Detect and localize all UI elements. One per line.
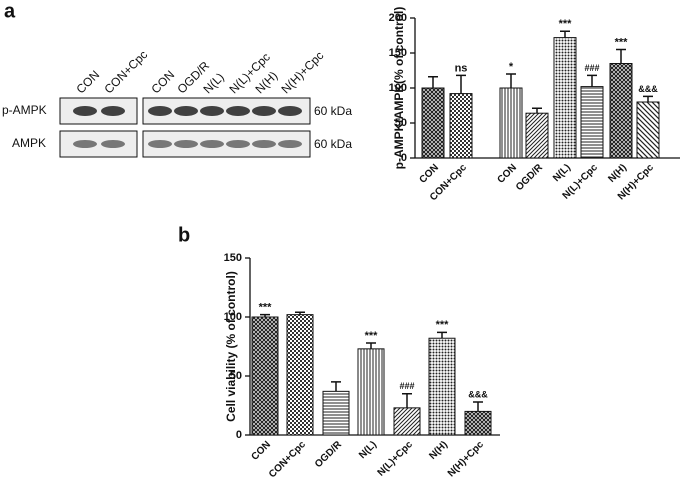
annotation: *** [259, 302, 273, 314]
error-bar [295, 311, 305, 315]
x-tick-label: CON+Cpc [267, 439, 308, 480]
blot-size: 60 kDa [314, 104, 352, 118]
lane-label: CON [148, 68, 177, 97]
error-bar [260, 313, 270, 317]
blot-band [73, 140, 97, 148]
lane-label: N(H)+Cpc [278, 49, 326, 97]
y-tick-label: 100 [224, 311, 242, 323]
x-tick-label: OGD/R [514, 162, 546, 194]
error-bar [506, 73, 516, 88]
bar [464, 410, 492, 436]
error-bar [331, 381, 341, 392]
bar [428, 337, 456, 436]
blot-band [101, 140, 125, 148]
blot-band [148, 106, 172, 116]
error-bar [428, 76, 438, 88]
blot-band [226, 140, 250, 148]
bar [553, 37, 577, 159]
bar [449, 93, 473, 159]
blot-box [59, 130, 138, 158]
error-bar [437, 331, 447, 339]
annotation: *** [436, 319, 450, 331]
bar [636, 101, 660, 159]
annotation: *** [615, 36, 629, 48]
blot-row-label: p-AMPK [2, 103, 47, 117]
x-tick-label: N(L) [357, 439, 379, 461]
x-tick-label: N(H) [606, 162, 629, 185]
y-axis-label: p-AMPK/AMPK(% of control) [392, 7, 406, 170]
y-axis-label: Cell viability (% of control) [224, 271, 238, 422]
blot-band [73, 106, 97, 116]
blot-band [278, 140, 302, 148]
y-tick-label: 100 [389, 82, 407, 94]
x-tick-label: N(L)+Cpc [376, 439, 416, 479]
bar [580, 86, 604, 159]
x-tick-label: CON [495, 162, 519, 186]
x-tick-label: N(H)+Cpc [446, 439, 486, 479]
blot-band [226, 106, 250, 116]
y-tick-label: 0 [401, 152, 407, 164]
error-bar [643, 95, 653, 102]
error-bar [456, 74, 466, 94]
x-tick-label: CON [249, 439, 273, 463]
bar [322, 390, 350, 436]
blot-band [252, 140, 276, 148]
y-tick-label: 150 [389, 47, 407, 59]
annotation: *** [365, 330, 379, 342]
lane-label: CON [73, 68, 102, 97]
annotation: &&& [638, 84, 658, 94]
panel-label: a [4, 0, 16, 22]
x-tick-label: N(L) [551, 162, 573, 184]
blot-band [200, 140, 224, 148]
error-bar [560, 30, 570, 38]
x-tick-label: CON [417, 162, 441, 186]
panel-label: b [178, 224, 190, 246]
annotation: ns [455, 62, 468, 74]
blot-size: 60 kDa [314, 137, 352, 151]
bar [251, 316, 279, 436]
bar [525, 112, 549, 159]
y-tick-label: 50 [230, 370, 242, 382]
y-tick-label: 0 [236, 429, 242, 441]
bar [357, 348, 385, 436]
blot-band [278, 106, 302, 116]
lane-label: CON+Cpc [101, 48, 150, 97]
blot-band [174, 140, 198, 148]
blot-band [174, 106, 198, 116]
bar [499, 87, 523, 159]
error-bar [473, 401, 483, 412]
annotation: ### [399, 381, 414, 391]
annotation: &&& [468, 389, 488, 399]
blot-band [101, 106, 125, 116]
bar [393, 407, 421, 436]
y-tick-label: 200 [389, 12, 407, 24]
y-tick-label: 150 [224, 252, 242, 264]
annotation: * [509, 61, 514, 73]
blot-box [59, 97, 138, 125]
bar [421, 87, 445, 159]
blot-row-label: AMPK [12, 136, 46, 150]
x-tick-label: OGD/R [313, 439, 345, 471]
bar [286, 314, 314, 436]
annotation: ### [584, 63, 599, 73]
y-tick-label: 50 [395, 117, 407, 129]
error-bar [366, 342, 376, 349]
error-bar [402, 392, 412, 408]
error-bar [616, 48, 626, 64]
x-tick-label: N(H) [427, 439, 450, 462]
blot-band [148, 140, 172, 148]
annotation: *** [559, 18, 573, 30]
error-bar [532, 107, 542, 114]
bar [609, 63, 633, 159]
error-bar [587, 74, 597, 87]
blot-band [252, 106, 276, 116]
blot-band [200, 106, 224, 116]
